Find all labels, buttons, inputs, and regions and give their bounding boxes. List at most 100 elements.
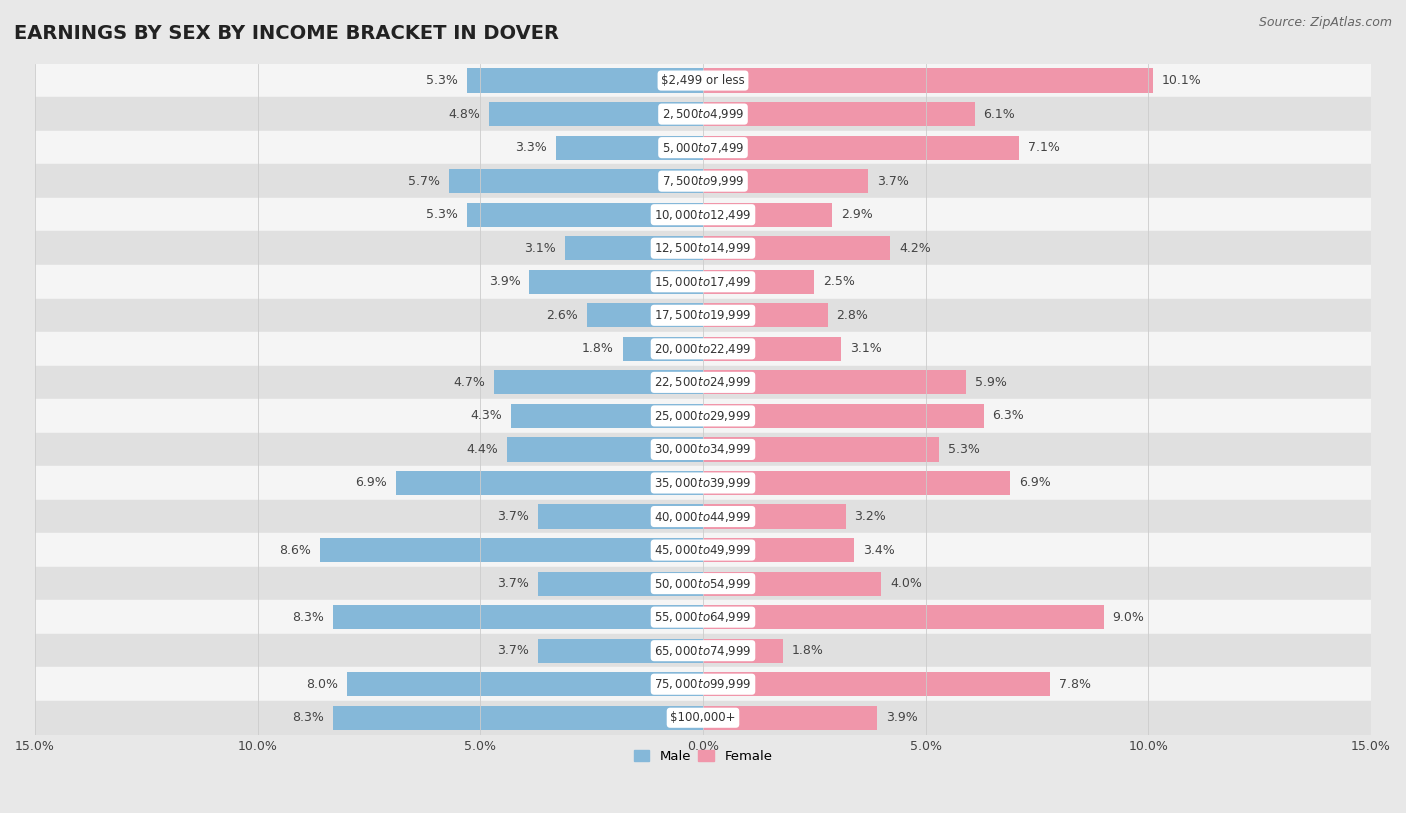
Text: 4.2%: 4.2%: [898, 241, 931, 254]
Bar: [508, 437, 703, 462]
Bar: [703, 337, 841, 361]
Bar: [35, 332, 1371, 366]
Text: 6.1%: 6.1%: [984, 107, 1015, 120]
Bar: [35, 366, 1371, 399]
Text: $30,000 to $34,999: $30,000 to $34,999: [654, 442, 752, 456]
Text: 2.6%: 2.6%: [547, 309, 578, 322]
Text: 3.9%: 3.9%: [489, 276, 520, 289]
Text: 4.7%: 4.7%: [453, 376, 485, 389]
Bar: [703, 572, 882, 596]
Bar: [703, 672, 1050, 696]
Bar: [35, 701, 1371, 734]
Bar: [703, 370, 966, 394]
Text: $35,000 to $39,999: $35,000 to $39,999: [654, 476, 752, 490]
Text: 8.3%: 8.3%: [292, 711, 325, 724]
Text: 3.7%: 3.7%: [877, 175, 908, 188]
Bar: [35, 131, 1371, 164]
Bar: [703, 236, 890, 260]
Text: $75,000 to $99,999: $75,000 to $99,999: [654, 677, 752, 691]
Text: 5.3%: 5.3%: [426, 74, 458, 87]
Text: $25,000 to $29,999: $25,000 to $29,999: [654, 409, 752, 423]
Text: 4.4%: 4.4%: [467, 443, 498, 456]
Text: $55,000 to $64,999: $55,000 to $64,999: [654, 610, 752, 624]
Bar: [35, 399, 1371, 433]
Bar: [35, 63, 1371, 98]
Bar: [512, 404, 703, 428]
Text: 6.3%: 6.3%: [993, 410, 1024, 423]
Text: $15,000 to $17,499: $15,000 to $17,499: [654, 275, 752, 289]
Bar: [333, 605, 703, 629]
Text: $100,000+: $100,000+: [671, 711, 735, 724]
Bar: [35, 98, 1371, 131]
Text: 5.9%: 5.9%: [974, 376, 1007, 389]
Text: $22,500 to $24,999: $22,500 to $24,999: [654, 376, 752, 389]
Text: 9.0%: 9.0%: [1112, 611, 1144, 624]
Bar: [703, 68, 1153, 93]
Bar: [347, 672, 703, 696]
Text: $40,000 to $44,999: $40,000 to $44,999: [654, 510, 752, 524]
Text: $2,499 or less: $2,499 or less: [661, 74, 745, 87]
Bar: [703, 638, 783, 663]
Text: 8.3%: 8.3%: [292, 611, 325, 624]
Bar: [321, 538, 703, 562]
Bar: [703, 538, 855, 562]
Legend: Male, Female: Male, Female: [628, 745, 778, 768]
Bar: [395, 471, 703, 495]
Bar: [703, 169, 868, 193]
Bar: [555, 136, 703, 159]
Bar: [449, 169, 703, 193]
Bar: [538, 504, 703, 528]
Bar: [703, 605, 1104, 629]
Bar: [467, 202, 703, 227]
Text: $12,500 to $14,999: $12,500 to $14,999: [654, 241, 752, 255]
Bar: [35, 164, 1371, 198]
Bar: [35, 533, 1371, 567]
Text: $50,000 to $54,999: $50,000 to $54,999: [654, 576, 752, 590]
Bar: [35, 466, 1371, 500]
Bar: [703, 437, 939, 462]
Text: 1.8%: 1.8%: [582, 342, 614, 355]
Text: $10,000 to $12,499: $10,000 to $12,499: [654, 207, 752, 222]
Text: 8.0%: 8.0%: [305, 678, 337, 691]
Text: 7.8%: 7.8%: [1059, 678, 1091, 691]
Bar: [703, 270, 814, 293]
Bar: [35, 600, 1371, 634]
Bar: [489, 102, 703, 126]
Text: 6.9%: 6.9%: [356, 476, 387, 489]
Bar: [35, 500, 1371, 533]
Bar: [35, 667, 1371, 701]
Text: 5.3%: 5.3%: [426, 208, 458, 221]
Bar: [538, 638, 703, 663]
Bar: [588, 303, 703, 328]
Text: 4.0%: 4.0%: [890, 577, 922, 590]
Text: 2.8%: 2.8%: [837, 309, 869, 322]
Bar: [703, 471, 1011, 495]
Bar: [703, 504, 845, 528]
Text: 3.1%: 3.1%: [851, 342, 882, 355]
Bar: [703, 706, 877, 730]
Text: $65,000 to $74,999: $65,000 to $74,999: [654, 644, 752, 658]
Text: 8.6%: 8.6%: [280, 544, 311, 557]
Bar: [703, 303, 828, 328]
Text: 3.1%: 3.1%: [524, 241, 555, 254]
Bar: [35, 298, 1371, 332]
Text: 4.3%: 4.3%: [471, 410, 502, 423]
Text: 3.2%: 3.2%: [855, 510, 886, 523]
Text: 3.7%: 3.7%: [498, 510, 529, 523]
Text: $45,000 to $49,999: $45,000 to $49,999: [654, 543, 752, 557]
Bar: [703, 202, 832, 227]
Bar: [35, 567, 1371, 600]
Text: EARNINGS BY SEX BY INCOME BRACKET IN DOVER: EARNINGS BY SEX BY INCOME BRACKET IN DOV…: [14, 24, 560, 43]
Bar: [35, 634, 1371, 667]
Text: 3.3%: 3.3%: [516, 141, 547, 154]
Bar: [703, 136, 1019, 159]
Bar: [467, 68, 703, 93]
Bar: [35, 433, 1371, 466]
Text: 1.8%: 1.8%: [792, 644, 824, 657]
Bar: [35, 265, 1371, 298]
Text: $5,000 to $7,499: $5,000 to $7,499: [662, 141, 744, 154]
Text: $17,500 to $19,999: $17,500 to $19,999: [654, 308, 752, 322]
Bar: [565, 236, 703, 260]
Text: 3.9%: 3.9%: [886, 711, 917, 724]
Text: Source: ZipAtlas.com: Source: ZipAtlas.com: [1258, 16, 1392, 29]
